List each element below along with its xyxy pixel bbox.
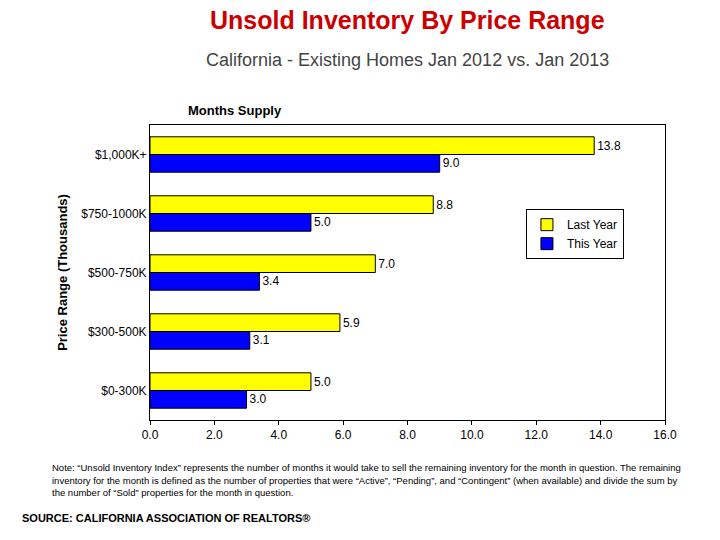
svg-text:5.9: 5.9 xyxy=(343,316,360,330)
svg-text:4.0: 4.0 xyxy=(270,428,287,442)
svg-text:6.0: 6.0 xyxy=(335,428,352,442)
svg-text:3.0: 3.0 xyxy=(250,392,267,406)
svg-text:9.0: 9.0 xyxy=(443,156,460,170)
svg-text:Last Year: Last Year xyxy=(567,218,617,232)
svg-text:7.0: 7.0 xyxy=(378,257,395,271)
svg-text:Months Supply: Months Supply xyxy=(188,103,282,118)
svg-text:5.0: 5.0 xyxy=(314,375,331,389)
svg-text:$1,000K+: $1,000K+ xyxy=(95,148,147,162)
svg-text:12.0: 12.0 xyxy=(525,428,549,442)
svg-text:14.0: 14.0 xyxy=(589,428,613,442)
html-text:Note: “Unsold Inventory Index”: Note: “Unsold Inventory Index” represent… xyxy=(52,462,681,498)
svg-text:3.1: 3.1 xyxy=(253,333,270,347)
svg-text:5.0: 5.0 xyxy=(314,215,331,229)
svg-text:$300-500K: $300-500K xyxy=(88,325,147,339)
svg-text:$0-300K: $0-300K xyxy=(101,384,146,398)
svg-text:Unsold Inventory By Price Rang: Unsold Inventory By Price Range xyxy=(210,6,605,34)
svg-text:2.0: 2.0 xyxy=(206,428,223,442)
svg-text:$750-1000K: $750-1000K xyxy=(81,207,146,221)
svg-text:Price Range (Thousands): Price Range (Thousands) xyxy=(55,194,70,351)
svg-text:This Year: This Year xyxy=(567,237,617,251)
svg-text:0.0: 0.0 xyxy=(142,428,159,442)
svg-text:3.4: 3.4 xyxy=(262,274,279,288)
svg-text:California - Existing Homes Ja: California - Existing Homes Jan 2012 vs.… xyxy=(206,50,609,70)
svg-text:13.8: 13.8 xyxy=(597,139,621,153)
html-text:SOURCE: CALIFORNIA ASSOCIATION: SOURCE: CALIFORNIA ASSOCIATION OF REALTO… xyxy=(22,512,311,524)
svg-text:10.0: 10.0 xyxy=(460,428,484,442)
svg-text:8.8: 8.8 xyxy=(436,198,453,212)
svg-text:$500-750K: $500-750K xyxy=(88,266,147,280)
svg-text:16.0: 16.0 xyxy=(653,428,677,442)
svg-text:8.0: 8.0 xyxy=(399,428,416,442)
